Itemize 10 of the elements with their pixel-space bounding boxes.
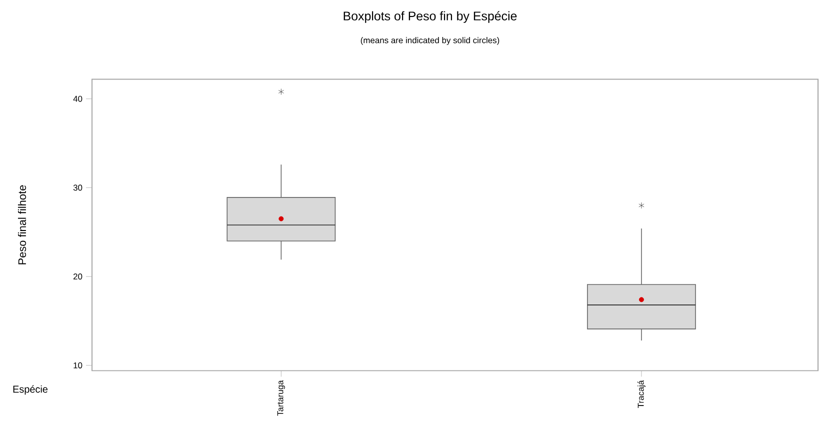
x-tick-label: Tracajá: [637, 380, 646, 408]
y-tick-label: 20: [73, 274, 82, 280]
y-tick-label: 10: [74, 362, 82, 368]
chart-subtitle: (means are indicated by solid circles): [360, 37, 500, 45]
y-tick-label: 30: [73, 184, 82, 191]
x-axis-title: Espécie: [13, 385, 48, 395]
y-axis-title: Peso final filhote: [18, 185, 26, 264]
y-tick-label: 40: [73, 96, 82, 102]
x-tick-label: Tartaruga: [277, 380, 285, 416]
chart-title: Boxplots of Peso fin by Espécie: [344, 11, 517, 23]
